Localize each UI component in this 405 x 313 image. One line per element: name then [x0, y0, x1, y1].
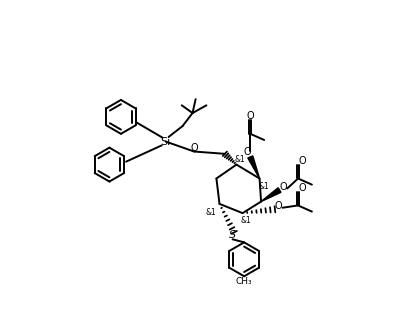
Text: O: O: [298, 156, 306, 166]
Text: O: O: [190, 143, 198, 153]
Text: &1: &1: [240, 216, 251, 225]
Polygon shape: [261, 188, 281, 202]
Text: &1: &1: [259, 182, 270, 191]
Text: O: O: [275, 201, 283, 211]
Polygon shape: [248, 156, 260, 178]
Text: O: O: [279, 182, 287, 192]
Text: S: S: [229, 230, 236, 240]
Text: O: O: [247, 111, 254, 121]
Text: &1: &1: [206, 208, 216, 217]
Text: O: O: [243, 147, 251, 157]
Text: CH₃: CH₃: [236, 277, 252, 286]
Text: Si: Si: [160, 136, 171, 146]
Text: &1: &1: [235, 155, 246, 164]
Text: O: O: [298, 183, 306, 193]
